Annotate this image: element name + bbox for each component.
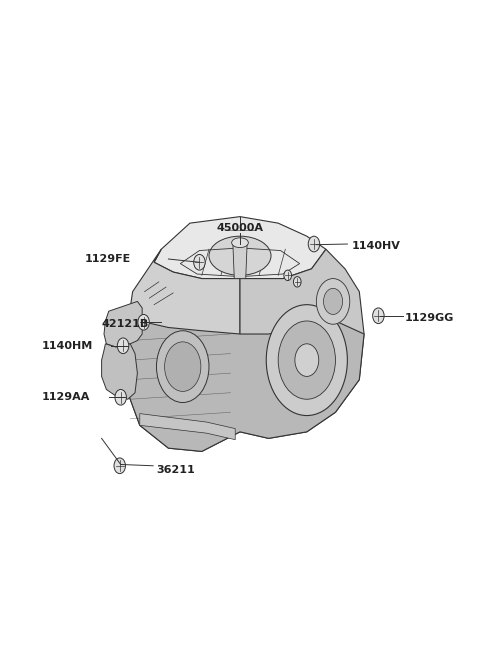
Circle shape [324,288,343,314]
Circle shape [114,458,125,474]
Circle shape [266,305,348,415]
Circle shape [156,331,209,403]
Polygon shape [102,344,137,400]
Circle shape [117,338,129,354]
Circle shape [194,254,205,270]
Circle shape [284,270,291,280]
Circle shape [372,308,384,324]
Text: 1129AA: 1129AA [42,392,90,402]
Polygon shape [140,413,235,440]
Polygon shape [125,250,240,451]
Circle shape [115,390,126,405]
Circle shape [278,321,336,400]
Ellipse shape [232,238,248,248]
Polygon shape [104,301,142,347]
Polygon shape [233,243,247,278]
Circle shape [308,236,320,252]
Text: 1140HV: 1140HV [352,241,401,251]
Polygon shape [125,321,364,451]
Text: 36211: 36211 [156,464,195,475]
Circle shape [165,342,201,392]
Ellipse shape [209,236,271,275]
Text: 1129GG: 1129GG [405,312,454,323]
Text: 1129FE: 1129FE [85,254,131,264]
Polygon shape [154,217,326,278]
Text: 42121B: 42121B [102,319,149,329]
Circle shape [138,314,149,330]
Circle shape [295,344,319,377]
Circle shape [316,278,350,324]
Polygon shape [240,250,364,438]
Text: 45000A: 45000A [216,223,264,233]
Circle shape [293,276,301,287]
Text: 1140HM: 1140HM [42,341,93,351]
